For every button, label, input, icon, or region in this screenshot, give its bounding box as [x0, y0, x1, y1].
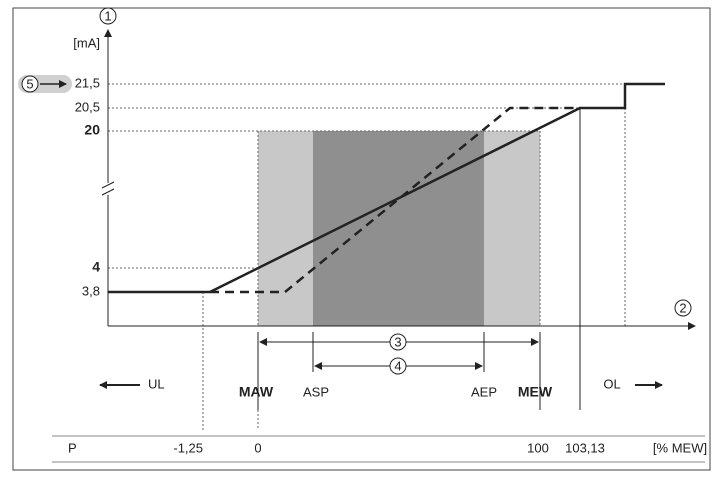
table-unit: [% MEW] — [653, 440, 707, 455]
table-value: 0 — [254, 440, 261, 455]
table-value: -1,25 — [173, 440, 203, 455]
callout: 2 — [679, 300, 686, 315]
guides — [108, 83, 626, 430]
callout: 1 — [104, 8, 111, 23]
output-curve — [108, 82, 665, 294]
y-tick-label: 20 — [84, 122, 100, 138]
table-value: 100 — [527, 440, 549, 455]
callout: 3 — [394, 334, 401, 349]
y-tick-label: 20,5 — [75, 99, 100, 114]
range-label: MAW — [239, 384, 274, 400]
axis-break — [100, 181, 116, 196]
range-label: MEW — [518, 384, 553, 400]
range-label: OL — [603, 376, 620, 391]
y-unit: [mA] — [73, 35, 100, 50]
table-value: 103,13 — [565, 440, 605, 455]
scaled-range — [313, 131, 484, 326]
range-label: UL — [148, 376, 165, 391]
table-label: P — [68, 440, 77, 455]
y-tick-label: 21,5 — [75, 75, 100, 90]
callouts — [18, 7, 692, 375]
scaled-curve — [210, 106, 580, 294]
frame — [12, 7, 711, 471]
callout: 5 — [26, 76, 33, 91]
y-tick-label: 3,8 — [82, 283, 100, 298]
range-label: AEP — [471, 384, 497, 399]
callout: 4 — [394, 358, 401, 373]
y-tick-label: 4 — [92, 259, 100, 275]
range-label: ASP — [303, 384, 329, 399]
